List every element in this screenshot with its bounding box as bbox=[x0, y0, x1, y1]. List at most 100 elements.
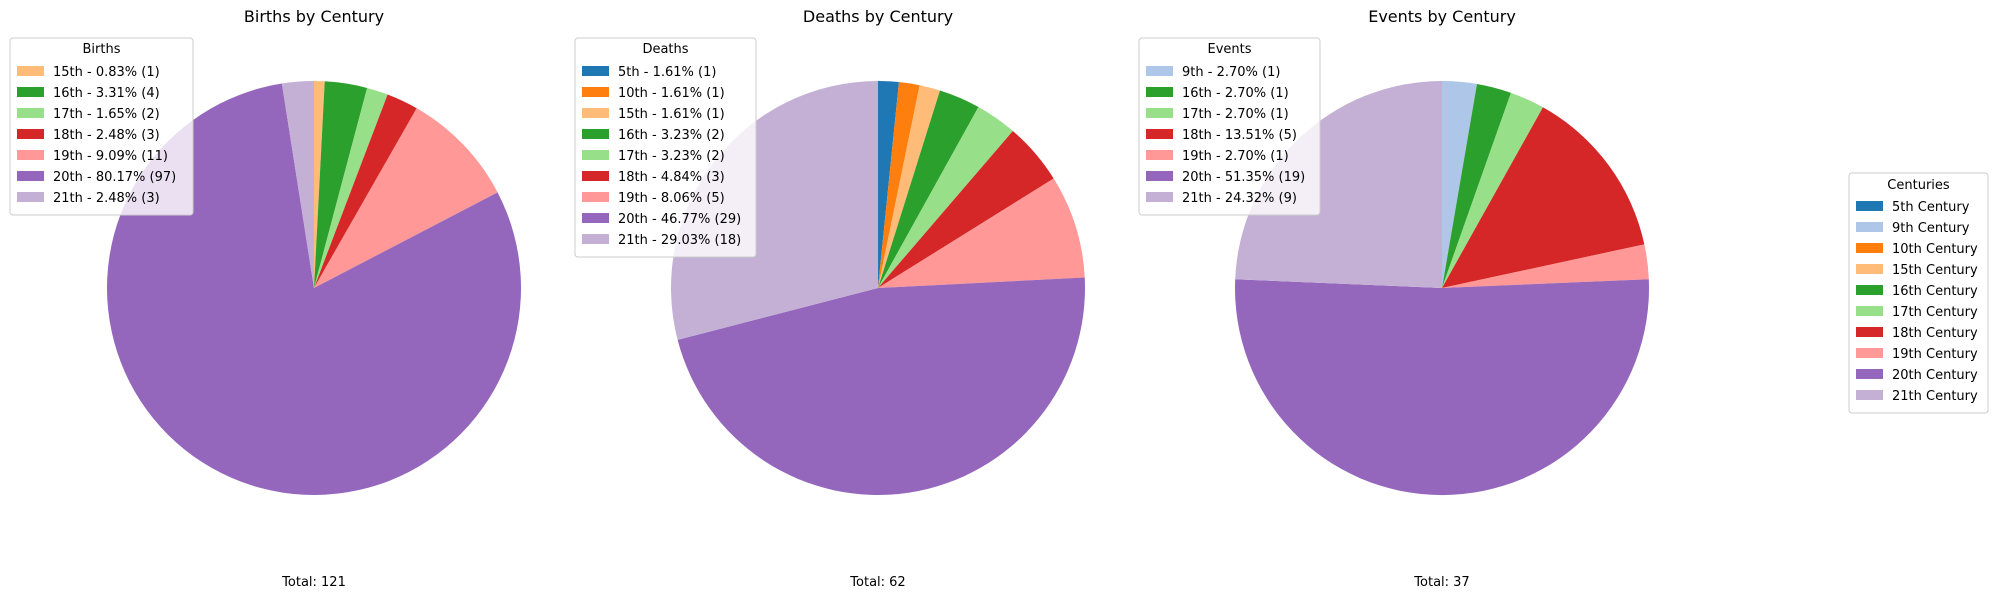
pie-slice-19th bbox=[878, 178, 1085, 288]
legend-swatch-19th bbox=[17, 150, 44, 160]
legend-entry-19th: 19th - 2.70% (1) bbox=[1182, 149, 1289, 164]
legend-swatch-17th bbox=[17, 108, 44, 118]
deaths-panel: Deaths by Century Total: 62 Deaths 5th - 1.… bbox=[574, 7, 1085, 590]
chart-title: Deaths by Century bbox=[803, 7, 953, 26]
births-panel: Births by Century Total: 121 Births 15th - … bbox=[9, 7, 522, 590]
total-label: Total: 37 bbox=[1413, 575, 1469, 590]
pie-slice-19th bbox=[314, 108, 498, 288]
legend-entry-10th: 10th - 1.61% (1) bbox=[618, 86, 725, 101]
centuries-legend-entry: 16th Century bbox=[1892, 284, 1978, 299]
legend-swatch-16th bbox=[17, 87, 44, 97]
legend-swatch-5th bbox=[582, 66, 609, 76]
legend-entry-16th: 16th - 3.31% (4) bbox=[53, 86, 160, 101]
pie-slice-10th bbox=[878, 82, 920, 288]
legend-entry-20th: 20th - 46.77% (29) bbox=[618, 212, 741, 227]
legend-swatch-20th bbox=[582, 213, 609, 223]
centuries-legend-entry: 20th Century bbox=[1892, 368, 1978, 383]
legend-entry-5th: 5th - 1.61% (1) bbox=[618, 65, 716, 80]
legend-entry-18th: 18th - 2.48% (3) bbox=[53, 128, 160, 143]
centuries-legend-entry: 5th Century bbox=[1892, 200, 1970, 215]
centuries-legend-entry: 9th Century bbox=[1892, 221, 1970, 236]
pie-slice-20th bbox=[107, 83, 522, 496]
pie-slice-17th bbox=[878, 107, 1013, 288]
legend-entry-17th: 17th - 1.65% (2) bbox=[53, 107, 160, 122]
centuries-legend-swatch bbox=[1856, 369, 1883, 379]
legend-title: Births bbox=[83, 42, 121, 57]
chart-legend: Births 15th - 0.83% (1) 16th - 3.31% (4) 17… bbox=[9, 37, 194, 216]
pie-slice-9th bbox=[1442, 81, 1477, 288]
centuries-legend-title: Centuries bbox=[1887, 178, 1950, 193]
centuries-legend-entry: 18th Century bbox=[1892, 326, 1978, 341]
legend-swatch-19th bbox=[582, 192, 609, 202]
legend-swatch-20th bbox=[17, 171, 44, 181]
centuries-legend-swatch bbox=[1856, 306, 1883, 316]
pie-slice-17th bbox=[1442, 92, 1543, 288]
legend-entry-18th: 18th - 4.84% (3) bbox=[618, 170, 725, 185]
centuries-legend-entry: 17th Century bbox=[1892, 305, 1978, 320]
pie-slice-16th bbox=[314, 81, 368, 288]
total-label: Total: 62 bbox=[849, 575, 905, 590]
legend-entry-16th: 16th - 2.70% (1) bbox=[1182, 86, 1289, 101]
legend-entry-21st: 21th - 2.48% (3) bbox=[53, 191, 160, 206]
legend-swatch-21st bbox=[582, 234, 609, 244]
legend-entry-20th: 20th - 80.17% (97) bbox=[53, 170, 176, 185]
centuries-legend-entry: 10th Century bbox=[1892, 242, 1978, 257]
pie-slice-15th bbox=[878, 85, 940, 289]
legend-entry-17th: 17th - 3.23% (2) bbox=[618, 149, 725, 164]
legend-swatch-21st bbox=[1146, 192, 1173, 202]
legend-swatch-15th bbox=[582, 108, 609, 118]
legend-frame bbox=[574, 37, 757, 258]
centuries-legend-swatch bbox=[1856, 243, 1883, 253]
legend-swatch-9th bbox=[1146, 66, 1173, 76]
legend-swatch-10th bbox=[582, 87, 609, 97]
pie-wedges bbox=[1235, 81, 1649, 496]
pie-slice-18th bbox=[878, 130, 1054, 288]
legend-entry-19th: 19th - 9.09% (11) bbox=[53, 149, 168, 164]
legend-swatch-16th bbox=[1146, 87, 1173, 97]
legend-entry-16th: 16th - 3.23% (2) bbox=[618, 128, 725, 143]
centuries-legend-entry: 15th Century bbox=[1892, 263, 1978, 278]
legend-entry-20th: 20th - 51.35% (19) bbox=[1182, 170, 1305, 185]
centuries-legend-swatch bbox=[1856, 201, 1883, 211]
pie-slice-18th bbox=[1442, 107, 1645, 288]
pie-slice-5th bbox=[878, 80, 899, 288]
pie-slice-16th bbox=[878, 90, 979, 289]
pie-slice-19th bbox=[1442, 244, 1649, 288]
legend-entry-18th: 18th - 13.51% (5) bbox=[1182, 128, 1297, 143]
centuries-legend-swatch bbox=[1856, 348, 1883, 358]
legend-swatch-15th bbox=[17, 66, 44, 76]
pie-slice-21st bbox=[281, 81, 314, 288]
legend-swatch-16th bbox=[582, 129, 609, 139]
legend-swatch-20th bbox=[1146, 171, 1173, 181]
centuries-legend-swatch bbox=[1856, 222, 1883, 232]
centuries-legend-frame bbox=[1848, 172, 1989, 414]
legend-entry-9th: 9th - 2.70% (1) bbox=[1182, 65, 1280, 80]
pie-slice-20th bbox=[677, 277, 1085, 495]
total-label: Total: 121 bbox=[281, 575, 346, 590]
chart-title: Births by Century bbox=[244, 7, 384, 26]
legend-entry-21st: 21th - 29.03% (18) bbox=[618, 233, 741, 248]
legend-swatch-18th bbox=[582, 171, 609, 181]
pie-slice-20th bbox=[1235, 279, 1649, 496]
legend-swatch-18th bbox=[17, 129, 44, 139]
chart-legend: Events 9th - 2.70% (1) 16th - 2.70% (1) 17t… bbox=[1138, 37, 1321, 216]
legend-frame bbox=[9, 37, 194, 216]
pie-slice-21st bbox=[671, 81, 878, 340]
pie-slice-15th bbox=[314, 81, 325, 288]
legend-swatch-21st bbox=[17, 192, 44, 202]
centuries-legend-swatch bbox=[1856, 285, 1883, 295]
legend-title: Events bbox=[1207, 42, 1251, 57]
legend-entry-15th: 15th - 1.61% (1) bbox=[618, 107, 725, 122]
centuries-legend-swatch bbox=[1856, 327, 1883, 337]
pie-wedges bbox=[107, 81, 522, 496]
legend-swatch-17th bbox=[582, 150, 609, 160]
legend-entry-15th: 15th - 0.83% (1) bbox=[53, 65, 160, 80]
legend-frame bbox=[1138, 37, 1321, 216]
pie-slice-21st bbox=[1235, 81, 1442, 288]
legend-swatch-17th bbox=[1146, 108, 1173, 118]
pie-wedges bbox=[671, 80, 1085, 495]
pie-slice-18th bbox=[314, 94, 417, 288]
chart-title: Events by Century bbox=[1368, 7, 1516, 26]
